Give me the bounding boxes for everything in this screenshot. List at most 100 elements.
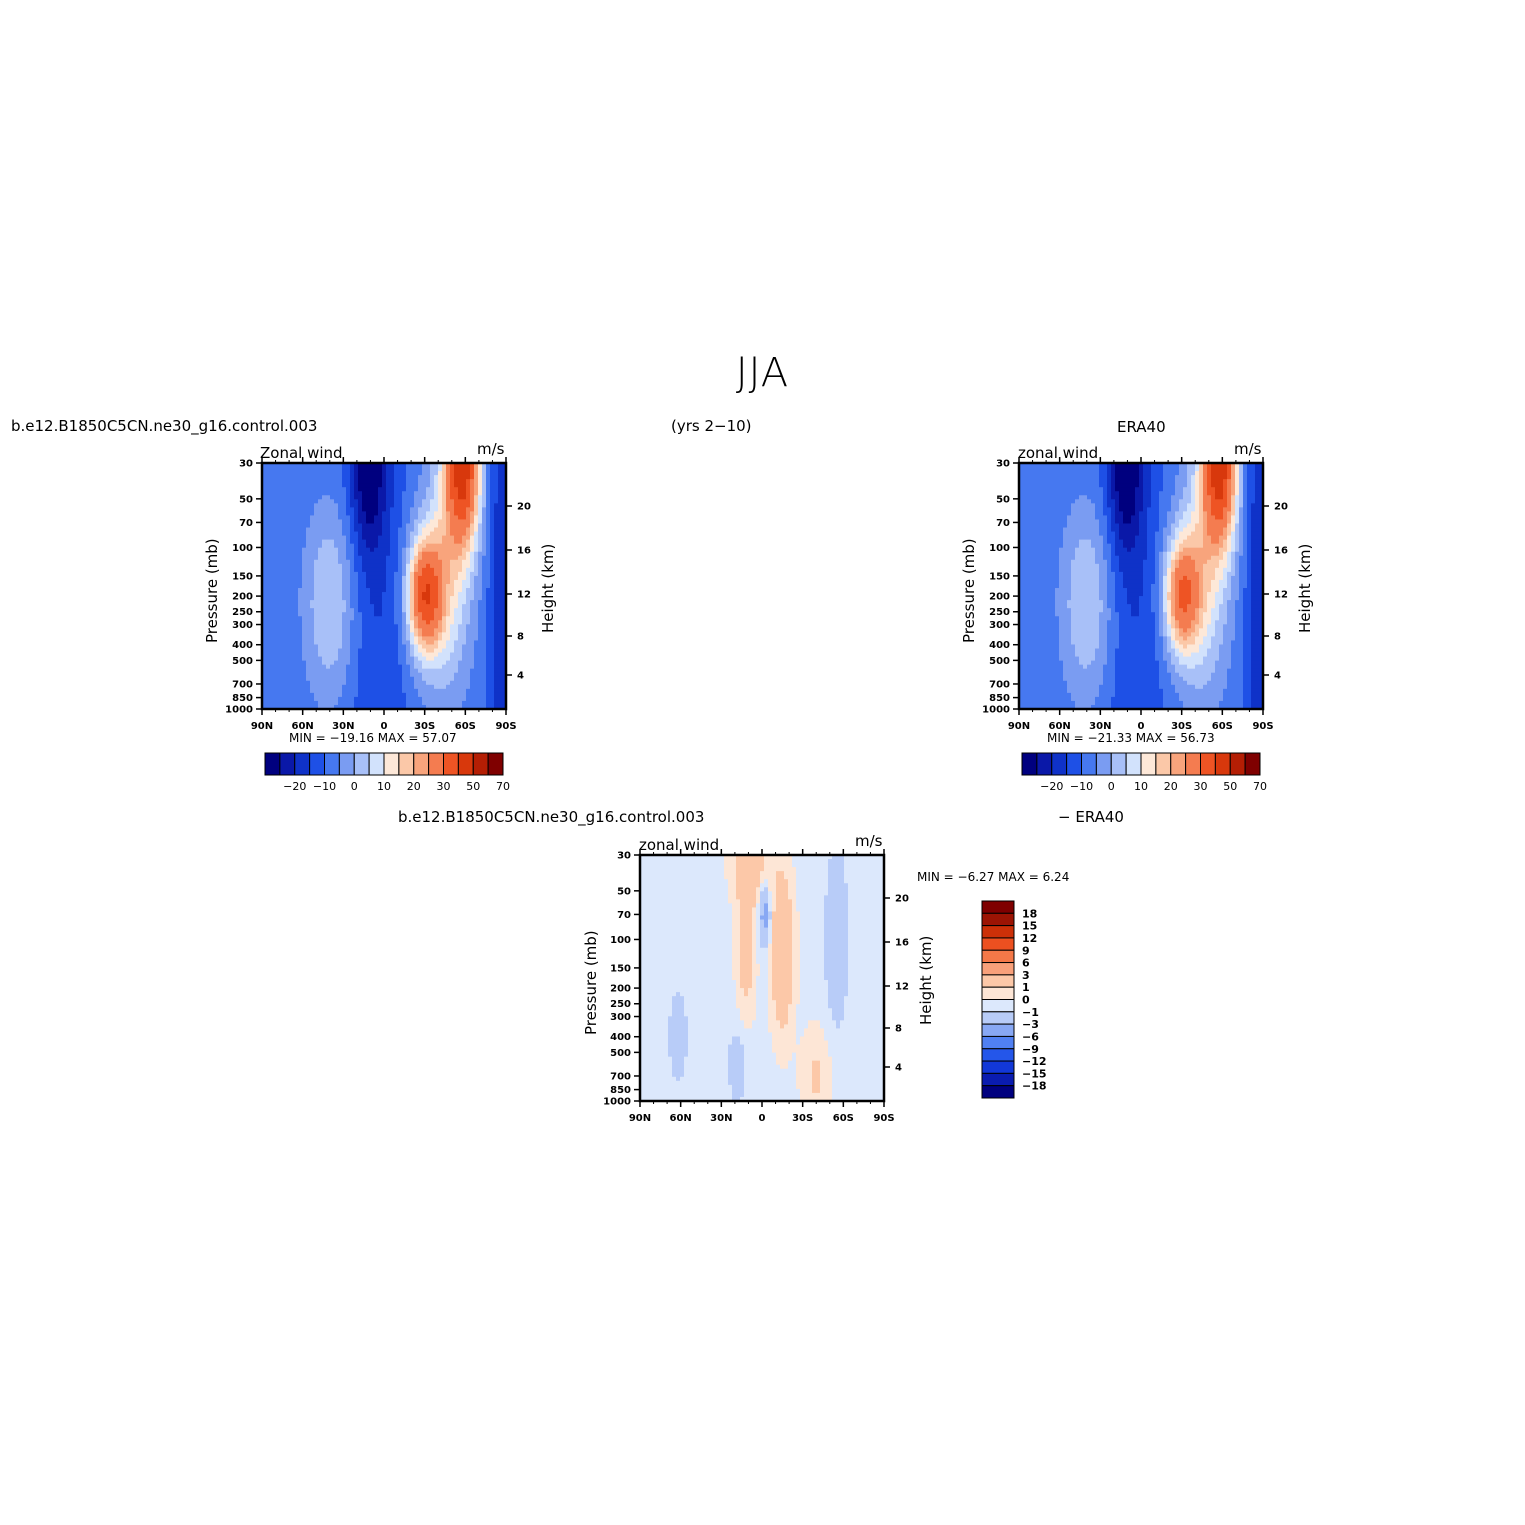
field-cell <box>502 656 507 662</box>
field-cell <box>1091 547 1096 553</box>
field-cell <box>438 575 443 581</box>
field-cell <box>482 559 487 565</box>
field-cell <box>318 475 323 480</box>
field-cell <box>1091 479 1096 484</box>
field-cell <box>270 563 275 569</box>
field-cell <box>378 487 383 492</box>
field-cell <box>394 672 399 678</box>
field-cell <box>462 616 467 621</box>
field-cell <box>294 644 299 650</box>
field-cell <box>382 652 387 658</box>
field-cell <box>1023 632 1028 638</box>
field-cell <box>1051 628 1056 633</box>
field-cell <box>1063 495 1068 500</box>
field-cell <box>1087 535 1092 541</box>
field-cell <box>1019 604 1024 609</box>
field-cell <box>354 664 359 670</box>
field-cell <box>1031 579 1036 585</box>
field-cell <box>1055 575 1060 581</box>
field-cell <box>430 672 435 678</box>
field-cell <box>406 559 411 565</box>
field-cell <box>378 620 383 625</box>
field-cell <box>430 503 435 508</box>
field-cell <box>346 612 351 617</box>
field-cell <box>370 515 375 521</box>
field-cell <box>1091 575 1096 581</box>
field-cell <box>266 612 271 617</box>
field-cell <box>490 648 495 654</box>
field-cell <box>306 684 311 690</box>
field-cell <box>374 463 379 468</box>
field-cell <box>1043 640 1048 646</box>
field-cell <box>294 483 299 488</box>
field-cell <box>414 704 419 710</box>
field-cell <box>354 547 359 553</box>
field-cell <box>494 503 499 508</box>
field-cell <box>1035 563 1040 569</box>
field-cell <box>370 503 375 508</box>
field-cell <box>478 511 483 517</box>
field-cell <box>338 648 343 654</box>
field-cell <box>394 660 399 666</box>
field-cell <box>402 479 407 484</box>
colorbar-label: 70 <box>496 780 510 793</box>
field-cell <box>278 563 283 569</box>
field-cell <box>366 608 371 613</box>
y-tick-label: 70 <box>239 518 253 529</box>
field-cell <box>438 571 443 577</box>
field-cell <box>350 555 355 561</box>
field-cell <box>294 575 299 581</box>
field-cell <box>262 487 267 492</box>
y-tick-label: 700 <box>232 679 253 690</box>
field-cell <box>482 527 487 533</box>
field-cell <box>326 604 331 609</box>
field-cell <box>1083 648 1088 654</box>
field-cell <box>394 696 399 702</box>
field-cell <box>474 588 479 593</box>
field-cell <box>438 640 443 646</box>
field-cell <box>382 620 387 625</box>
field-cell <box>426 700 431 706</box>
field-cell <box>394 704 399 710</box>
field-cell <box>334 604 339 609</box>
colorbar-box <box>368 752 385 776</box>
field-cell <box>318 575 323 581</box>
field-cell <box>1067 479 1072 484</box>
field-cell <box>1059 608 1064 613</box>
field-cell <box>450 555 455 561</box>
field-cell <box>466 471 471 476</box>
field-cell <box>426 499 431 504</box>
field-cell <box>1067 668 1072 674</box>
field-cell <box>466 475 471 480</box>
field-cell <box>1027 664 1032 670</box>
field-cell <box>354 567 359 573</box>
field-cell <box>1071 547 1076 553</box>
field-cell <box>390 660 395 666</box>
field-cell <box>410 704 415 710</box>
field-cell <box>434 648 439 654</box>
field-cell <box>454 676 459 682</box>
field-cell <box>430 668 435 674</box>
field-cell <box>366 672 371 678</box>
field-cell <box>310 688 315 694</box>
field-cell <box>406 640 411 646</box>
field-cell <box>462 624 467 629</box>
field-cell <box>322 620 327 625</box>
field-cell <box>394 652 399 658</box>
field-cell <box>322 700 327 706</box>
field-cell <box>1031 575 1036 581</box>
field-cell <box>394 515 399 521</box>
field-cell <box>298 531 303 537</box>
field-cell <box>278 551 283 557</box>
field-cell <box>314 543 319 549</box>
field-cell <box>358 688 363 694</box>
field-cell <box>502 551 507 557</box>
field-cell <box>1059 680 1064 686</box>
field-cell <box>374 527 379 533</box>
field-cell <box>1043 660 1048 666</box>
field-cell <box>402 672 407 678</box>
field-cell <box>274 700 279 706</box>
field-cell <box>462 660 467 666</box>
field-cell <box>282 604 287 609</box>
field-cell <box>450 592 455 597</box>
